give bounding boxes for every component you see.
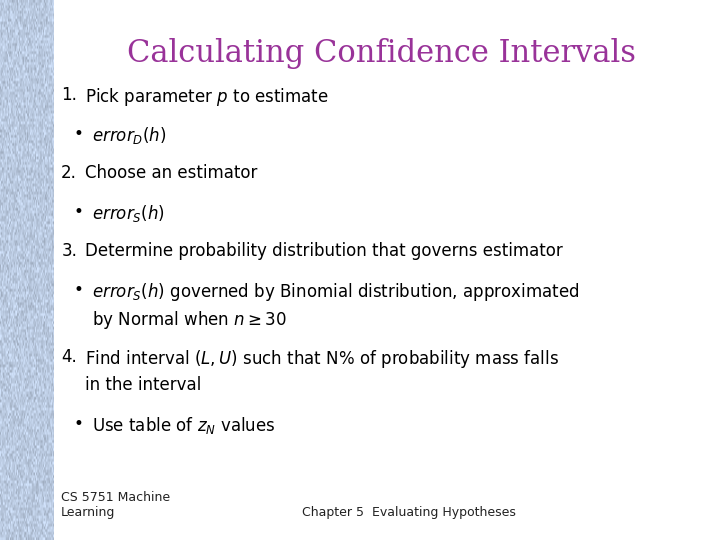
Text: 3.: 3. (61, 242, 77, 260)
Text: by Normal when $n \geq 30$: by Normal when $n \geq 30$ (92, 309, 287, 331)
Text: CS 5751 Machine
Learning: CS 5751 Machine Learning (61, 491, 171, 519)
Text: $\mathit{error}_{S}(h)$: $\mathit{error}_{S}(h)$ (92, 203, 165, 224)
Text: Chapter 5  Evaluating Hypotheses: Chapter 5 Evaluating Hypotheses (302, 507, 516, 519)
Text: Choose an estimator: Choose an estimator (85, 164, 257, 182)
Text: 4.: 4. (61, 348, 77, 366)
Text: Use table of $z_{N}$ values: Use table of $z_{N}$ values (92, 415, 276, 436)
Text: in the interval: in the interval (85, 376, 201, 394)
Text: •: • (73, 281, 84, 299)
Text: •: • (73, 125, 84, 143)
Text: Find interval $\mathit{(L,U)}$ such that N% of probability mass falls: Find interval $\mathit{(L,U)}$ such that… (85, 348, 559, 370)
Text: $\mathit{error}_{D}(h)$: $\mathit{error}_{D}(h)$ (92, 125, 166, 146)
Text: •: • (73, 415, 84, 433)
Text: •: • (73, 203, 84, 221)
Text: Calculating Confidence Intervals: Calculating Confidence Intervals (127, 38, 636, 69)
Text: 2.: 2. (61, 164, 77, 182)
Text: Pick parameter $p$ to estimate: Pick parameter $p$ to estimate (85, 86, 329, 109)
Text: 1.: 1. (61, 86, 77, 104)
Text: $\mathit{error}_{S}(h)$ governed by Binomial distribution, approximated: $\mathit{error}_{S}(h)$ governed by Bino… (92, 281, 580, 303)
Text: Determine probability distribution that governs estimator: Determine probability distribution that … (85, 242, 563, 260)
